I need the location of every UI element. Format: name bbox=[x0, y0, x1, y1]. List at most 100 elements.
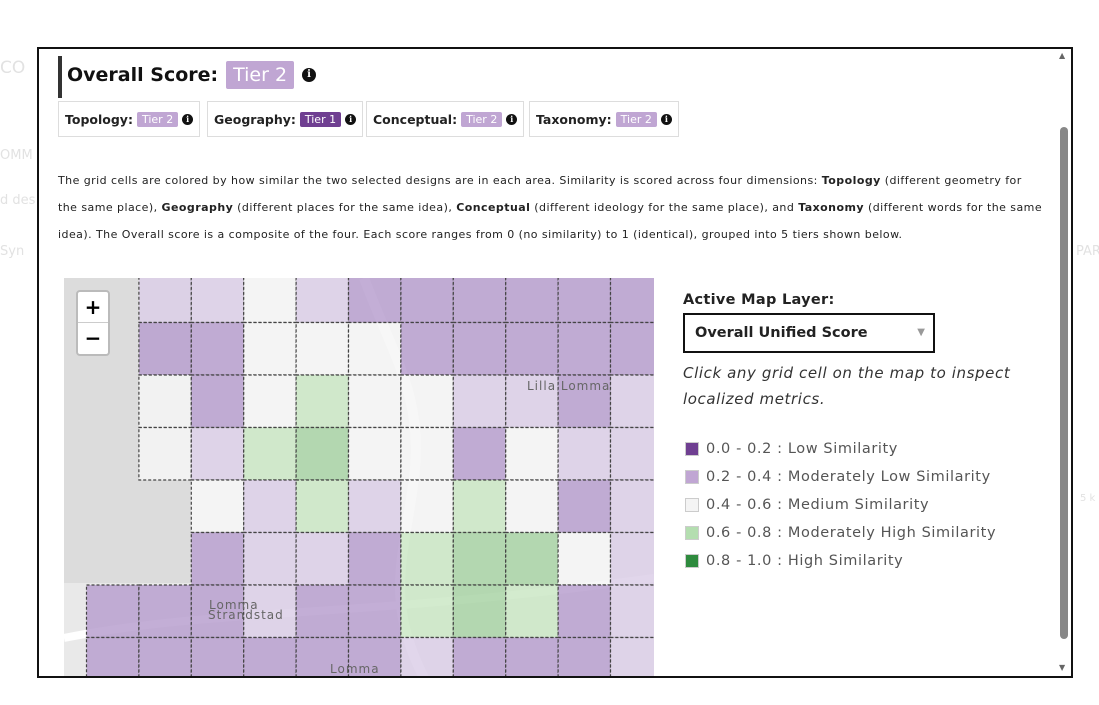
scroll-thumb[interactable] bbox=[1060, 127, 1068, 639]
grid-cell[interactable] bbox=[347, 321, 402, 376]
grid-cell[interactable] bbox=[295, 278, 350, 324]
grid-cell[interactable] bbox=[609, 426, 655, 481]
grid-cell[interactable] bbox=[243, 278, 297, 324]
info-icon[interactable]: i bbox=[302, 68, 317, 82]
grid-cell[interactable] bbox=[295, 636, 350, 679]
grid-cell[interactable] bbox=[557, 531, 612, 586]
grid-cell[interactable] bbox=[505, 321, 559, 376]
grid-cell[interactable] bbox=[609, 374, 655, 429]
accent-bar bbox=[58, 56, 62, 98]
grid-cell[interactable] bbox=[85, 636, 140, 679]
grid-cell[interactable] bbox=[452, 531, 507, 586]
zoom-in[interactable]: + bbox=[78, 292, 108, 323]
grid-cell[interactable] bbox=[190, 426, 245, 481]
grid-cell[interactable] bbox=[609, 584, 655, 639]
legend-text: 0.2 - 0.4 : Moderately Low Similarity bbox=[706, 469, 991, 485]
grid-cell[interactable] bbox=[452, 426, 507, 481]
grid-cell[interactable] bbox=[190, 636, 245, 679]
grid-cell[interactable] bbox=[400, 321, 454, 376]
grid-cell[interactable] bbox=[347, 374, 402, 429]
grid-cell[interactable] bbox=[243, 636, 297, 679]
grid-cell[interactable] bbox=[557, 479, 612, 534]
grid-cell[interactable] bbox=[138, 426, 192, 481]
grid-cell[interactable] bbox=[190, 374, 245, 429]
grid-cell[interactable] bbox=[400, 531, 454, 586]
grid-cell[interactable] bbox=[452, 479, 507, 534]
grid-cell[interactable] bbox=[505, 584, 559, 639]
place-label: Lomma bbox=[209, 598, 259, 612]
info-icon[interactable]: i bbox=[345, 113, 357, 125]
layer-select[interactable]: Overall Unified Score ▼ bbox=[683, 313, 935, 353]
info-icon[interactable]: i bbox=[506, 113, 518, 125]
grid-cell[interactable] bbox=[347, 479, 402, 534]
bg-text: d des bbox=[0, 193, 36, 208]
score-label: Taxonomy: bbox=[536, 111, 612, 127]
grid-cell[interactable] bbox=[295, 584, 350, 639]
grid-cell[interactable] bbox=[452, 636, 507, 679]
grid-cell[interactable] bbox=[557, 278, 612, 324]
grid-cell[interactable] bbox=[138, 374, 192, 429]
grid-cell[interactable] bbox=[295, 531, 350, 586]
grid-cell[interactable] bbox=[347, 584, 402, 639]
info-icon[interactable]: i bbox=[182, 113, 194, 125]
scroll-down[interactable]: ▼ bbox=[1059, 663, 1066, 672]
grid-cell[interactable] bbox=[505, 426, 559, 481]
grid-cell[interactable] bbox=[295, 321, 350, 376]
grid-cell[interactable] bbox=[243, 374, 297, 429]
tier-badge: Tier 2 bbox=[226, 61, 295, 89]
grid-cell[interactable] bbox=[85, 584, 140, 639]
grid-cell[interactable] bbox=[190, 278, 245, 324]
grid-cell[interactable] bbox=[190, 531, 245, 586]
grid-cell[interactable] bbox=[557, 321, 612, 376]
grid-cell[interactable] bbox=[347, 531, 402, 586]
grid-cell[interactable] bbox=[452, 278, 507, 324]
grid-cell[interactable] bbox=[243, 584, 297, 639]
grid-cell[interactable] bbox=[609, 321, 655, 376]
grid-cell[interactable] bbox=[295, 426, 350, 481]
grid-cell[interactable] bbox=[452, 584, 507, 639]
grid-cell[interactable] bbox=[190, 321, 245, 376]
grid-cell[interactable] bbox=[347, 278, 402, 324]
grid-cell[interactable] bbox=[400, 278, 454, 324]
grid-cell[interactable] bbox=[557, 426, 612, 481]
grid-cell[interactable] bbox=[557, 584, 612, 639]
grid-cell[interactable] bbox=[138, 584, 192, 639]
grid-cell[interactable] bbox=[609, 278, 655, 324]
grid-cell[interactable] bbox=[452, 321, 507, 376]
grid-cell[interactable] bbox=[505, 531, 559, 586]
scroll-up[interactable]: ▲ bbox=[1059, 51, 1066, 60]
grid-cell[interactable] bbox=[400, 636, 454, 679]
grid-cell[interactable] bbox=[138, 321, 192, 376]
grid-cell[interactable] bbox=[138, 278, 192, 324]
grid-cell[interactable] bbox=[190, 584, 245, 639]
grid-cell[interactable] bbox=[243, 426, 297, 481]
grid-cell[interactable] bbox=[609, 479, 655, 534]
grid-cell[interactable] bbox=[243, 321, 297, 376]
scrollbar[interactable]: ▲ ▼ bbox=[1058, 51, 1071, 674]
grid-cell[interactable] bbox=[609, 636, 655, 679]
select-value: Overall Unified Score bbox=[695, 325, 868, 341]
grid-cell[interactable] bbox=[505, 636, 559, 679]
grid-cell[interactable] bbox=[609, 531, 655, 586]
grid-cell[interactable] bbox=[347, 636, 402, 679]
grid-cell[interactable] bbox=[505, 479, 559, 534]
grid-cell[interactable] bbox=[400, 426, 454, 481]
grid-cell[interactable] bbox=[243, 531, 297, 586]
zoom-out[interactable]: − bbox=[84, 326, 102, 350]
grid-cell[interactable] bbox=[190, 479, 245, 534]
grid-cell[interactable] bbox=[347, 426, 402, 481]
grid-cell[interactable] bbox=[243, 479, 297, 534]
legend-item: 0.8 - 1.0 : High Similarity bbox=[685, 553, 903, 569]
grid-cell[interactable] bbox=[295, 479, 350, 534]
grid-cell[interactable] bbox=[400, 479, 454, 534]
grid-cell[interactable] bbox=[505, 278, 559, 324]
grid-cell[interactable] bbox=[452, 374, 507, 429]
grid-cell[interactable] bbox=[295, 374, 350, 429]
info-icon[interactable]: i bbox=[660, 113, 672, 125]
grid-cell[interactable] bbox=[138, 636, 192, 679]
grid-cell[interactable] bbox=[400, 374, 454, 429]
grid-cell[interactable] bbox=[400, 584, 454, 639]
legend-swatch bbox=[685, 554, 699, 568]
grid-cell[interactable] bbox=[557, 636, 612, 679]
